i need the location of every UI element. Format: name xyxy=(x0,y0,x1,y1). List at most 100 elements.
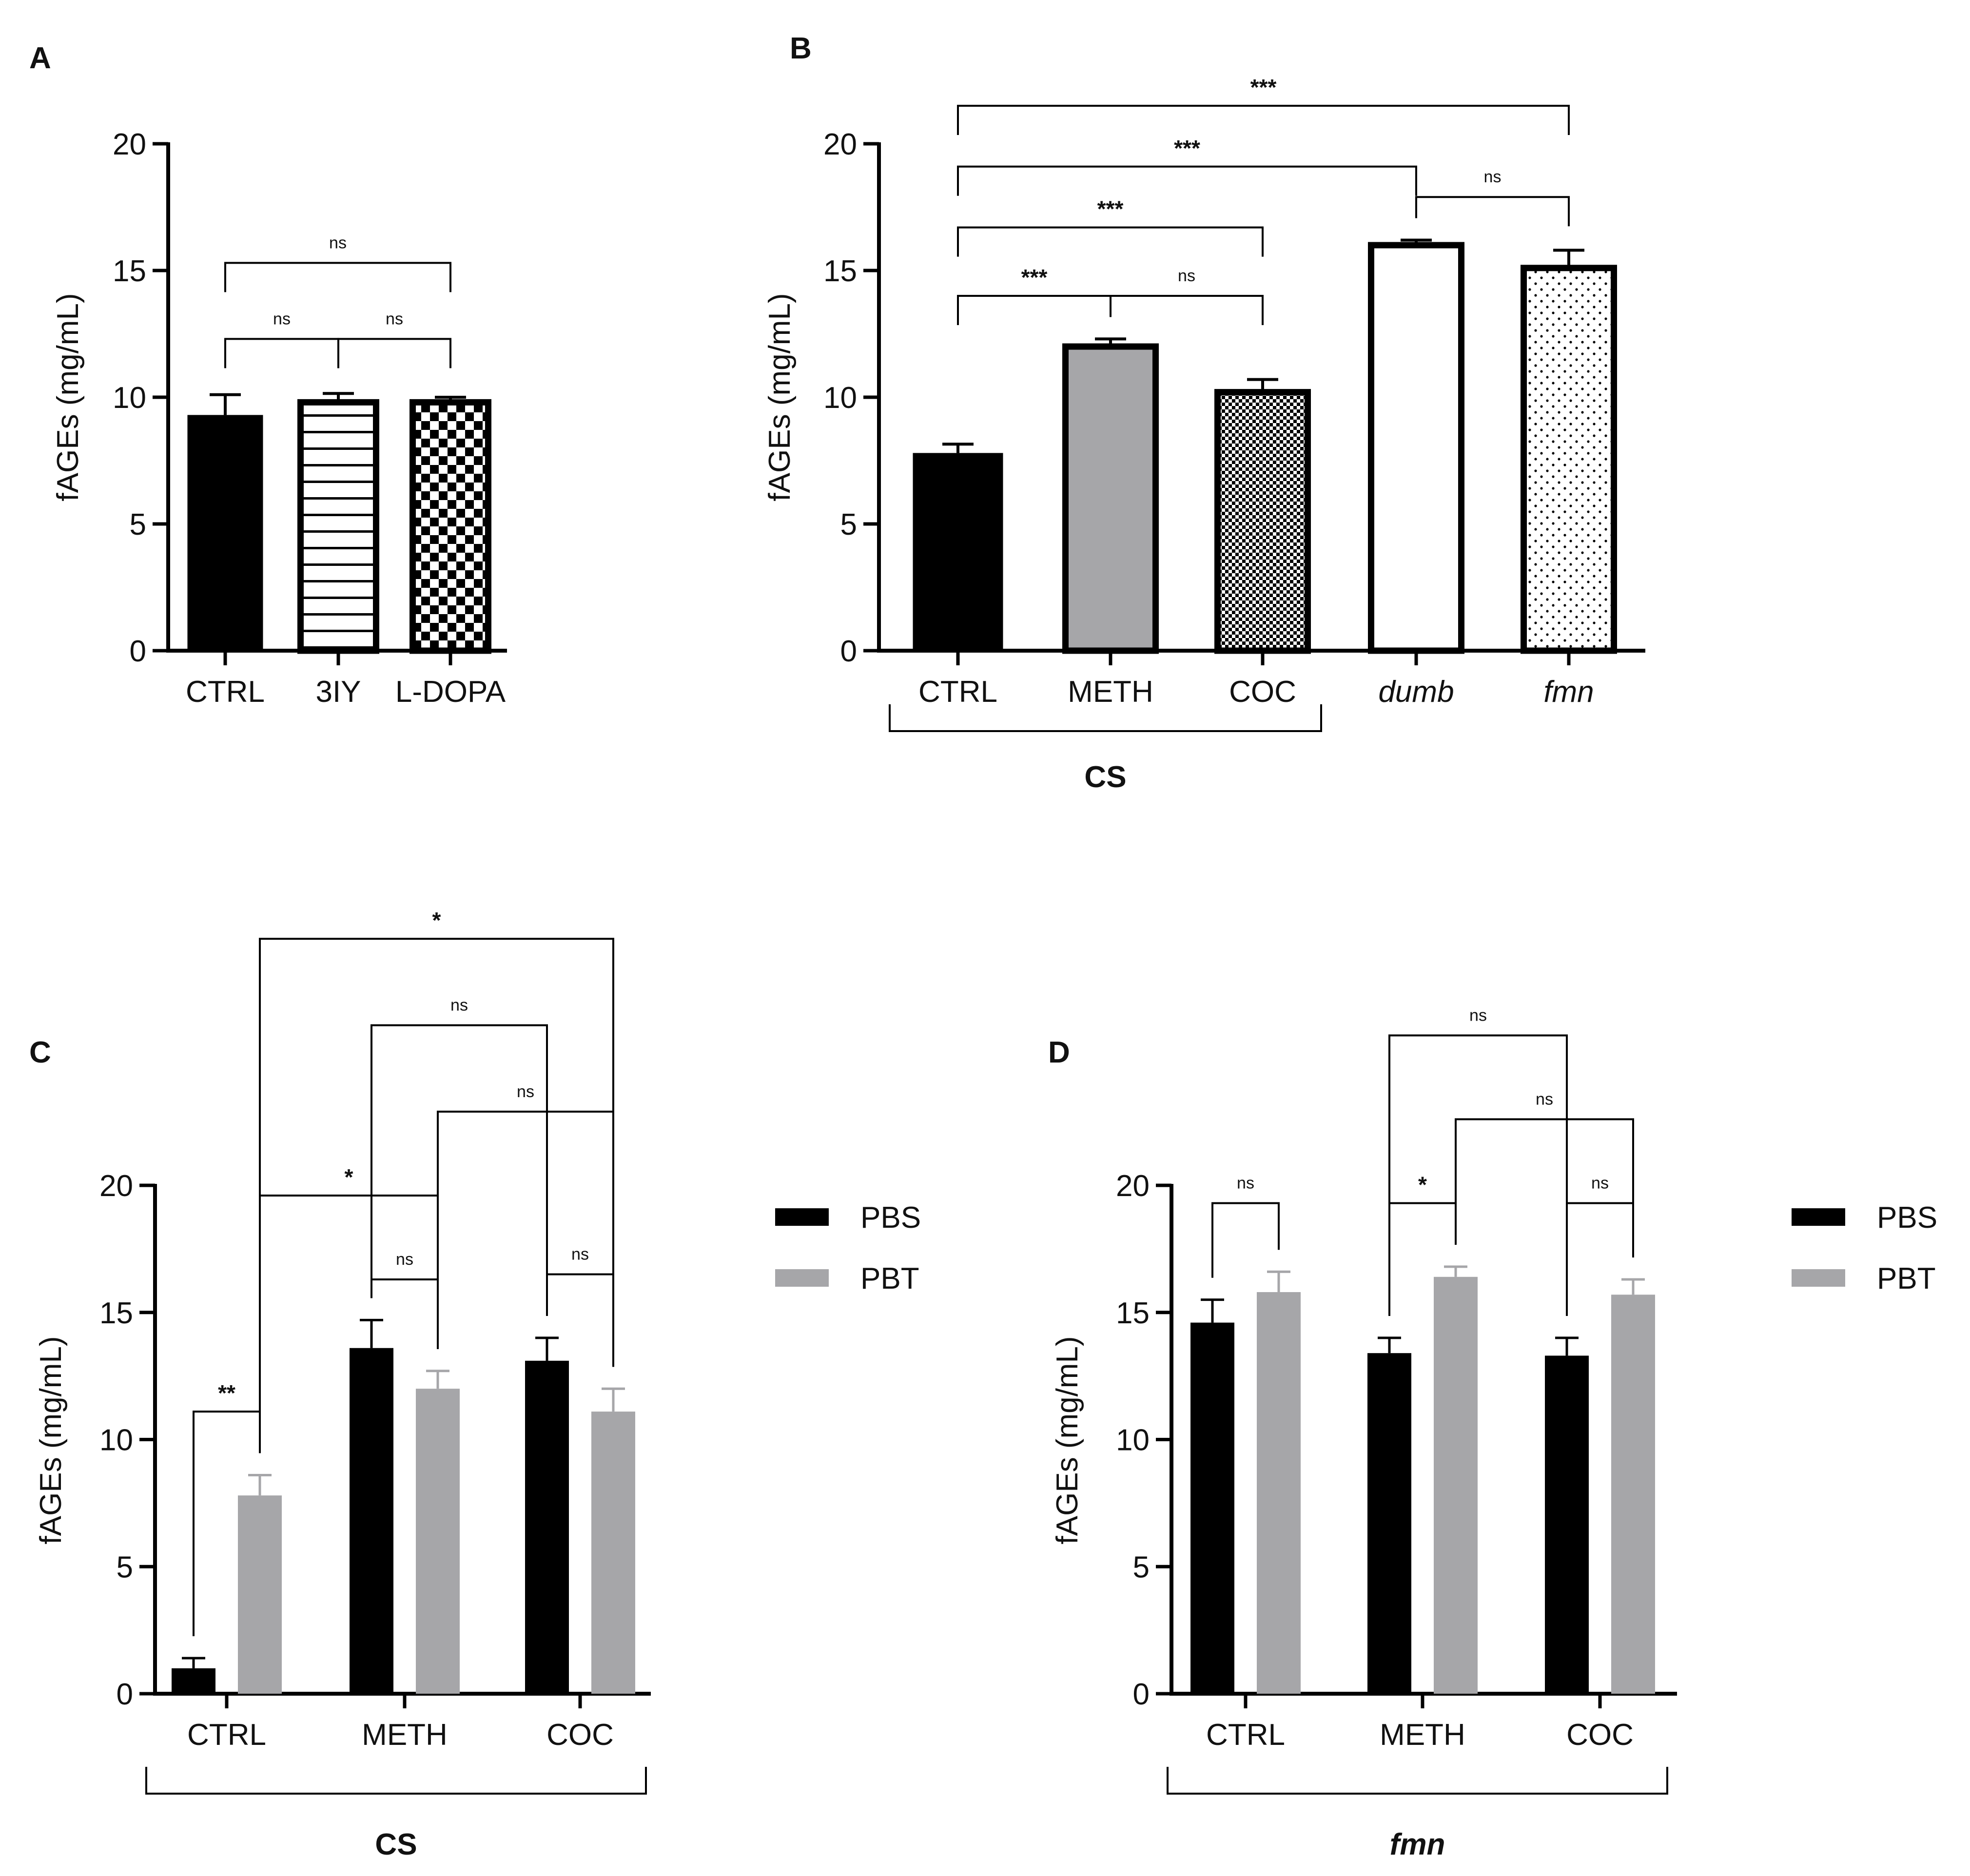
bar xyxy=(187,415,263,651)
group-label: fmn xyxy=(1390,1828,1445,1861)
significance-label: ns xyxy=(450,996,468,1014)
significance-bracket xyxy=(957,165,1417,196)
bar xyxy=(1367,1353,1411,1694)
x-tick-label: dumb xyxy=(1378,675,1454,709)
y-tick-label: 5 xyxy=(130,508,146,542)
significance-bracket xyxy=(957,295,1112,325)
y-axis-title: fAGEs (mg/mL) xyxy=(763,293,797,501)
significance-label: * xyxy=(1418,1172,1427,1198)
x-tick-label: CTRL xyxy=(186,675,265,709)
bar xyxy=(1611,1295,1655,1694)
significance-bracket xyxy=(546,1273,614,1367)
y-tick-label: 0 xyxy=(130,635,146,668)
significance-bracket xyxy=(1415,196,1570,227)
y-tick-label: 15 xyxy=(1116,1296,1150,1330)
y-tick-label: 20 xyxy=(823,128,857,161)
y-tick-label: 0 xyxy=(117,1678,133,1711)
legend-label: PBT xyxy=(1877,1262,1936,1296)
legend-label: PBS xyxy=(860,1201,921,1235)
y-axis-title: fAGEs (mg/mL) xyxy=(51,293,85,501)
group-label: CS xyxy=(1084,760,1126,794)
panel-a-chart: A 0 5 10 15 20 fAGEs (mg/mL) CTRL 3IY L-DOPA ns ns n… xyxy=(29,41,507,709)
y-tick-label: 5 xyxy=(1133,1550,1150,1584)
bar xyxy=(1214,389,1311,654)
panel-letter: C xyxy=(29,1036,51,1069)
significance-label: ns xyxy=(329,233,347,252)
legend-label: PBS xyxy=(1877,1201,1937,1235)
significance-bracket xyxy=(371,1024,548,1316)
panel-d-chart: D 0 5 10 15 20 fAGEs (mg/mL) CTRL METH COC fmn ns * n… xyxy=(1048,1006,1937,1861)
significance-label: ns xyxy=(386,309,403,328)
significance-bracket xyxy=(371,1278,439,1349)
significance-bracket xyxy=(259,938,614,1453)
bar xyxy=(1062,343,1159,654)
legend-swatch xyxy=(775,1208,829,1226)
y-tick-label: 5 xyxy=(840,508,857,542)
group-label: CS xyxy=(375,1828,417,1861)
bar xyxy=(1190,1322,1234,1694)
significance-label: ns xyxy=(571,1245,589,1264)
bar xyxy=(1368,242,1464,654)
bar xyxy=(1545,1355,1589,1694)
y-tick-label: 20 xyxy=(1116,1169,1150,1203)
significance-label: ns xyxy=(1536,1090,1553,1108)
significance-label: ns xyxy=(396,1250,413,1269)
significance-bracket xyxy=(957,105,1570,135)
significance-bracket xyxy=(224,262,451,292)
significance-label: ns xyxy=(273,309,291,328)
legend-label: PBT xyxy=(860,1262,919,1296)
significance-bracket xyxy=(337,338,451,368)
significance-label: * xyxy=(432,908,441,933)
x-tick-label: 3IY xyxy=(315,675,361,709)
significance-bracket xyxy=(259,1194,439,1453)
x-tick-label: fmn xyxy=(1543,675,1594,709)
bar xyxy=(913,453,1003,651)
bar xyxy=(350,1348,393,1694)
x-tick-label: METH xyxy=(1068,675,1153,709)
y-tick-label: 10 xyxy=(113,381,146,415)
group-bracket xyxy=(1167,1767,1668,1795)
panel-letter: D xyxy=(1048,1036,1070,1069)
significance-label: ns xyxy=(1484,168,1502,186)
significance-bracket xyxy=(1455,1118,1634,1257)
x-tick-label: COC xyxy=(1229,675,1296,709)
group-bracket xyxy=(889,704,1322,732)
y-tick-label: 15 xyxy=(113,254,146,288)
x-tick-label: L-DOPA xyxy=(395,675,506,709)
y-tick-label: 10 xyxy=(1116,1424,1150,1457)
panel-letter: A xyxy=(29,41,51,75)
x-tick-label: CTRL xyxy=(918,675,997,709)
bar xyxy=(525,1360,569,1694)
significance-bracket xyxy=(437,1110,614,1367)
significance-label: *** xyxy=(1097,196,1124,222)
significance-bracket xyxy=(1110,295,1264,325)
y-axis-title: fAGEs (mg/mL) xyxy=(34,1336,68,1544)
y-tick-label: 20 xyxy=(113,128,146,161)
group-bracket xyxy=(145,1767,647,1795)
y-axis-title: fAGEs (mg/mL) xyxy=(1051,1336,1084,1544)
significance-label: ns xyxy=(517,1083,534,1101)
y-tick-label: 5 xyxy=(117,1550,133,1584)
significance-label: *** xyxy=(1250,75,1277,100)
bar xyxy=(1434,1276,1478,1694)
bar xyxy=(1257,1292,1301,1694)
x-tick-label: COC xyxy=(546,1718,614,1752)
y-tick-label: 20 xyxy=(99,1169,133,1203)
significance-label: *** xyxy=(1021,265,1048,290)
significance-label: *** xyxy=(1174,135,1200,161)
y-tick-label: 15 xyxy=(99,1296,133,1330)
significance-bracket xyxy=(224,338,339,368)
bar xyxy=(297,399,379,654)
significance-label: ns xyxy=(1591,1174,1609,1193)
legend-swatch xyxy=(775,1269,829,1287)
y-tick-label: 10 xyxy=(823,381,857,415)
panel-b-chart: B 0 5 10 15 20 fAGEs (mg/mL) CTRL METH COC dumb fmn… xyxy=(763,32,1645,794)
significance-label: ns xyxy=(1237,1174,1254,1193)
significance-label: ns xyxy=(1469,1006,1487,1025)
bar xyxy=(410,399,491,654)
significance-label: ** xyxy=(218,1380,235,1406)
bar xyxy=(1521,265,1617,654)
y-tick-label: 0 xyxy=(1133,1678,1150,1711)
panel-letter: B xyxy=(790,32,812,65)
